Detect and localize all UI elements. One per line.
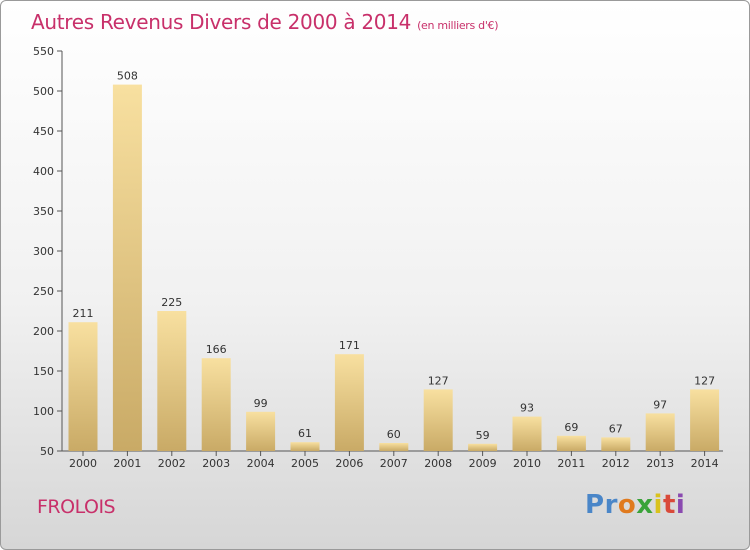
x-tick-label: 2002 [158, 457, 186, 470]
x-tick-label: 2007 [380, 457, 408, 470]
x-tick-label: 2006 [335, 457, 363, 470]
y-tick-label: 200 [33, 325, 54, 338]
bar-value-label: 60 [387, 428, 401, 441]
chart-title: Autres Revenus Divers de 2000 à 2014 (en … [31, 10, 499, 34]
y-tick-label: 150 [33, 365, 54, 378]
bar [68, 322, 98, 451]
bar [601, 437, 631, 451]
bar [645, 413, 675, 451]
logo-letter: x [636, 490, 654, 520]
bar [334, 354, 364, 451]
x-tick-label: 2000 [69, 457, 97, 470]
x-tick-label: 2004 [247, 457, 275, 470]
bar-value-label: 97 [653, 398, 667, 411]
bar-value-label: 127 [428, 374, 449, 387]
bar [512, 416, 542, 451]
logo-letter: i [653, 490, 663, 520]
logo-letter: t [662, 490, 676, 520]
bar-value-label: 508 [117, 70, 138, 83]
bar-value-label: 225 [161, 296, 182, 309]
x-tick-label: 2005 [291, 457, 319, 470]
x-tick-label: 2012 [602, 457, 630, 470]
y-tick-label: 300 [33, 245, 54, 258]
bar-value-label: 61 [298, 427, 312, 440]
bar [246, 411, 276, 451]
bar [379, 443, 409, 451]
y-tick-label: 50 [40, 445, 54, 458]
proxiti-logo: Proxiti [585, 490, 685, 520]
y-tick-label: 250 [33, 285, 54, 298]
bar [201, 358, 231, 451]
x-tick-label: 2001 [113, 457, 141, 470]
logo-letter: i [675, 490, 686, 520]
chart-title-text: Autres Revenus Divers de 2000 à 2014 [31, 10, 412, 34]
bar [423, 389, 453, 451]
chart-data-labels: 211 508 225 166 99 61 171 60 127 59 93 69 67 97 127 [73, 70, 716, 442]
bar-value-label: 99 [254, 397, 268, 410]
logo-letter: r [604, 490, 618, 520]
bar-value-label: 59 [476, 429, 490, 442]
commune-name: FROLOIS [37, 496, 116, 518]
bar-value-label: 93 [520, 402, 534, 415]
bar [468, 443, 498, 451]
y-tick-label: 350 [33, 205, 54, 218]
x-tick-label: 2009 [469, 457, 497, 470]
logo-letter: o [617, 490, 637, 520]
y-tick-label: 500 [33, 85, 54, 98]
x-tick-label: 2010 [513, 457, 541, 470]
x-tick-label: 2011 [557, 457, 585, 470]
x-tick-label: 2003 [202, 457, 230, 470]
chart-axes: 50 100 150 200 250 300 350 400 450 500 550 2000 2001… [33, 45, 723, 470]
bar-value-label: 166 [206, 343, 227, 356]
bar-value-label: 171 [339, 339, 360, 352]
x-tick-label: 2013 [646, 457, 674, 470]
bar [690, 389, 720, 451]
bar [112, 84, 142, 451]
x-tick-label: 2008 [424, 457, 452, 470]
y-tick-label: 550 [33, 45, 54, 58]
bar-value-label: 69 [564, 421, 578, 434]
y-tick-label: 100 [33, 405, 54, 418]
bar [290, 442, 320, 451]
chart-bars [68, 84, 720, 451]
bar [157, 311, 187, 451]
y-tick-label: 400 [33, 165, 54, 178]
bar-value-label: 211 [73, 307, 94, 320]
y-tick-label: 450 [33, 125, 54, 138]
x-tick-label: 2014 [691, 457, 719, 470]
bar-value-label: 127 [694, 374, 715, 387]
chart-subtitle: (en milliers d'€) [417, 19, 499, 32]
bar [556, 435, 586, 451]
logo-letter: P [585, 490, 605, 520]
bar-value-label: 67 [609, 422, 623, 435]
